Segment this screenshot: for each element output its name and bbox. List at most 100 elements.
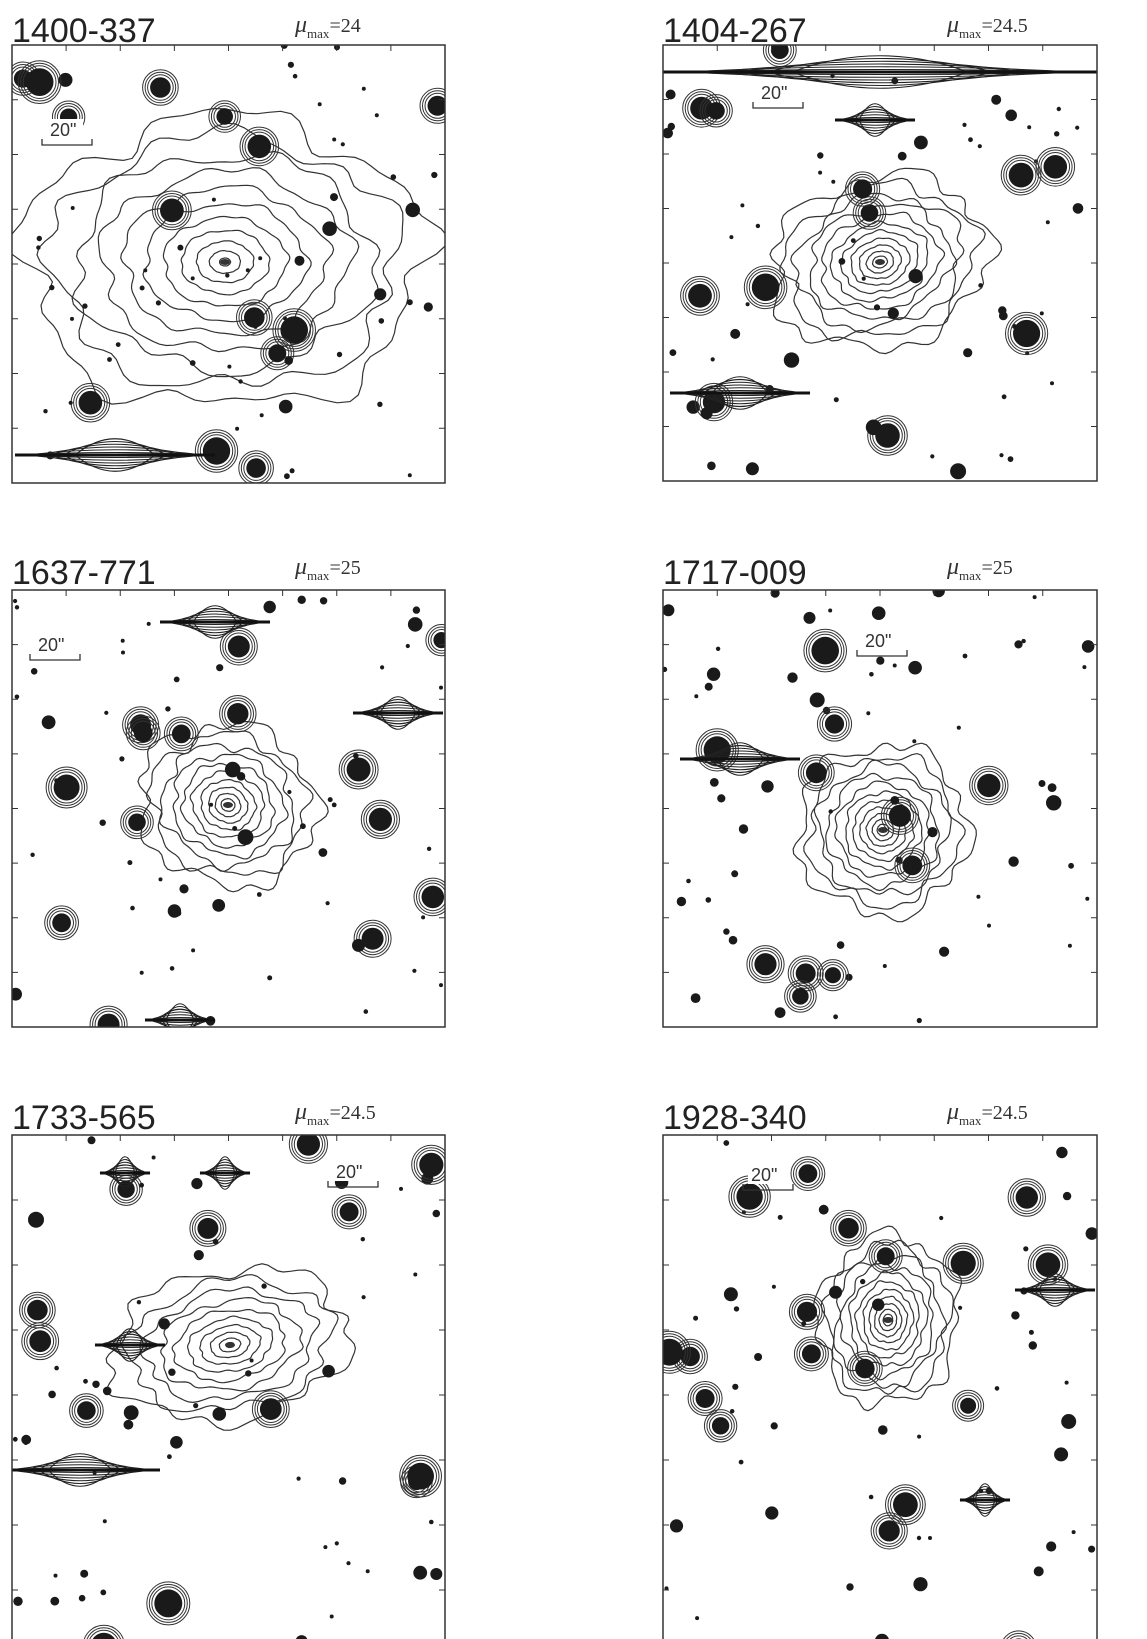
- star: [137, 1300, 141, 1304]
- star: [116, 342, 121, 347]
- star: [212, 198, 216, 202]
- star: [802, 1344, 821, 1363]
- star: [1073, 203, 1084, 214]
- star: [729, 936, 738, 945]
- star: [203, 437, 230, 464]
- star: [54, 1366, 59, 1371]
- star: [1046, 220, 1050, 224]
- star: [1040, 311, 1044, 315]
- star: [71, 206, 75, 210]
- scale-label: 20": [751, 1165, 777, 1185]
- star: [771, 1422, 778, 1429]
- star: [731, 870, 738, 877]
- star: [79, 1595, 86, 1602]
- star: [31, 668, 38, 675]
- star: [264, 601, 276, 613]
- star: [976, 895, 980, 899]
- star: [170, 966, 175, 971]
- star: [322, 221, 337, 236]
- star: [1048, 783, 1057, 792]
- mu-max: μmax=25: [946, 554, 1013, 583]
- star: [928, 1536, 932, 1540]
- star: [123, 1420, 133, 1430]
- star: [855, 1359, 875, 1379]
- star: [407, 299, 413, 305]
- star: [319, 848, 328, 857]
- star: [191, 1178, 202, 1189]
- star: [1046, 795, 1061, 810]
- star: [328, 797, 333, 802]
- star: [888, 308, 899, 319]
- star: [723, 928, 729, 934]
- star: [406, 644, 410, 648]
- star: [284, 356, 293, 365]
- star: [950, 463, 966, 479]
- panel: 1637-771μmax=2520": [9, 554, 457, 1043]
- star: [49, 285, 54, 290]
- star: [1044, 155, 1068, 179]
- star: [150, 77, 171, 98]
- star: [1034, 1566, 1044, 1576]
- star: [977, 774, 1000, 797]
- star: [1008, 456, 1014, 462]
- star: [734, 1306, 739, 1311]
- star: [1029, 1341, 1037, 1349]
- star: [853, 179, 872, 198]
- star: [26, 68, 54, 96]
- star: [869, 1495, 874, 1500]
- star: [228, 636, 250, 658]
- star: [939, 1216, 943, 1220]
- star: [140, 286, 145, 291]
- star: [330, 1615, 334, 1619]
- star: [82, 303, 87, 308]
- star: [1023, 1246, 1028, 1251]
- star: [732, 1384, 738, 1390]
- star: [293, 74, 298, 79]
- star: [168, 904, 181, 917]
- star: [227, 365, 231, 369]
- star: [1068, 944, 1072, 948]
- star: [834, 397, 839, 402]
- star: [839, 258, 846, 265]
- star: [352, 939, 365, 952]
- star: [246, 268, 250, 272]
- star: [752, 274, 780, 302]
- star: [190, 360, 196, 366]
- star: [261, 1283, 266, 1288]
- star: [15, 695, 20, 700]
- nucleus: [878, 827, 888, 833]
- mu-equals: =: [329, 15, 340, 37]
- star: [978, 283, 983, 288]
- star: [332, 138, 336, 142]
- star: [134, 724, 153, 743]
- star: [754, 1353, 762, 1361]
- star: [235, 427, 239, 431]
- star: [244, 307, 265, 328]
- star: [391, 174, 397, 180]
- star: [320, 597, 327, 604]
- star: [775, 1007, 786, 1018]
- star: [688, 284, 712, 308]
- star: [951, 1251, 976, 1276]
- isophote: [7, 109, 448, 405]
- star: [1029, 1330, 1034, 1335]
- mu-value: 24.5: [993, 1102, 1028, 1124]
- mu-symbol: μ: [294, 1099, 307, 1125]
- panel-label: 1928-340: [663, 1099, 807, 1137]
- star: [829, 809, 833, 813]
- star: [353, 753, 359, 759]
- star: [431, 172, 437, 178]
- star: [1056, 1147, 1067, 1158]
- mu-value: 25: [341, 557, 361, 579]
- star: [670, 1519, 683, 1532]
- star: [107, 357, 112, 362]
- star: [893, 1492, 918, 1517]
- star: [806, 762, 827, 783]
- star: [341, 142, 345, 146]
- star: [168, 1369, 175, 1376]
- star: [666, 90, 676, 100]
- star: [686, 879, 691, 884]
- star: [300, 823, 306, 829]
- star: [883, 964, 887, 968]
- star: [347, 1203, 352, 1208]
